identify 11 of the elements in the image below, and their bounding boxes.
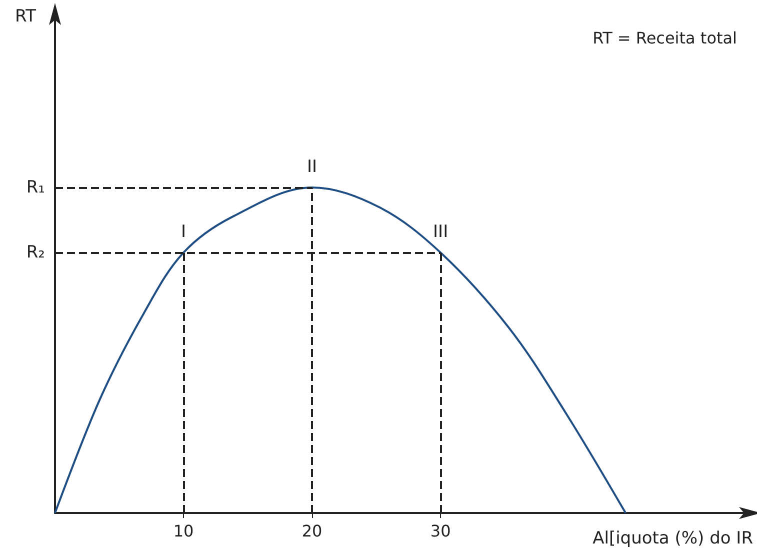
x-tick-label: 20 <box>302 522 322 540</box>
text: RT <box>15 6 37 26</box>
ref-line-label: R₂ <box>26 242 45 263</box>
x-axis-title: Al[iquota (%) do IR <box>592 528 754 548</box>
text: RT = Receita total <box>592 28 738 48</box>
x-tick-label: 30 <box>430 522 451 540</box>
ref-line-label: R₁ <box>26 178 45 198</box>
annotation: II <box>307 157 318 178</box>
annotation: I <box>181 222 186 242</box>
annotation: III <box>433 222 448 242</box>
x-tick-label: 10 <box>173 522 194 540</box>
